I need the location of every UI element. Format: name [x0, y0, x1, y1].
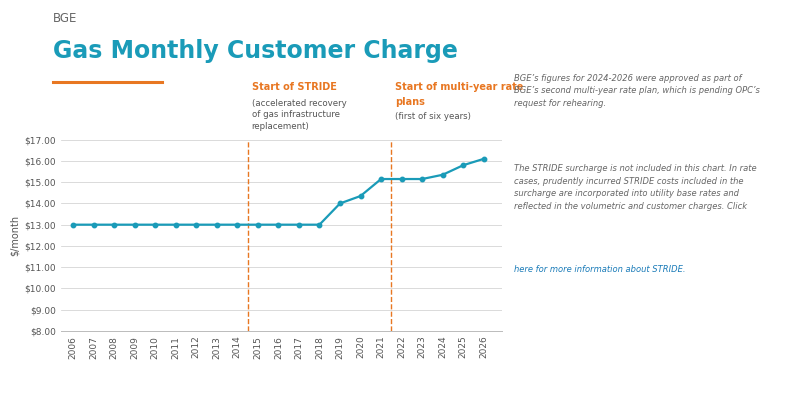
Text: Start of multi-year rate: Start of multi-year rate — [395, 82, 524, 92]
Text: Gas Monthly Customer Charge: Gas Monthly Customer Charge — [53, 39, 458, 63]
Text: (first of six years): (first of six years) — [395, 112, 471, 121]
Text: BGE: BGE — [53, 12, 77, 25]
Text: Start of STRIDE: Start of STRIDE — [252, 82, 336, 92]
Text: The STRIDE surcharge is not included in this chart. In rate
cases, prudently inc: The STRIDE surcharge is not included in … — [514, 164, 757, 211]
Text: here for more information about STRIDE.: here for more information about STRIDE. — [514, 265, 686, 274]
Text: (accelerated recovery
of gas infrastructure
replacement): (accelerated recovery of gas infrastruct… — [252, 99, 347, 131]
Y-axis label: $/month: $/month — [10, 215, 20, 256]
Text: plans: plans — [395, 97, 425, 106]
Text: BGE’s figures for 2024-2026 were approved as part of
BGE’s second multi-year rat: BGE’s figures for 2024-2026 were approve… — [514, 74, 761, 108]
